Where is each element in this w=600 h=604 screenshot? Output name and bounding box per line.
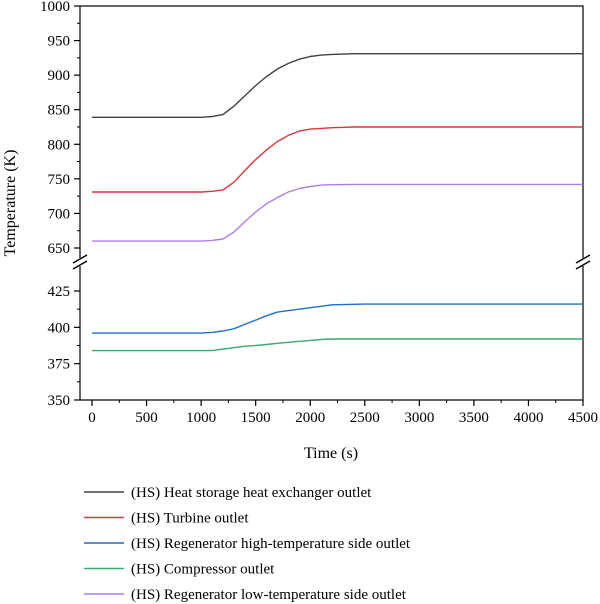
legend-label: (HS) Turbine outlet: [131, 511, 249, 527]
axis-ticks: 0 500 1000 1500 2000 2500 3000 3500 4000 4500 650 7…: [40, 0, 598, 426]
x-tick-label: 4000: [513, 410, 543, 426]
x-tick-label: 3000: [404, 410, 434, 426]
x-tick-label: 3500: [459, 410, 489, 426]
axis-break-gap: [577, 258, 589, 266]
y-tick-label: 400: [48, 320, 71, 336]
axis-break-gap: [74, 258, 86, 266]
y-tick-label: 750: [48, 172, 71, 188]
axis-break-slash: [72, 260, 88, 270]
y-tick-label: 375: [48, 357, 71, 373]
x-tick-label: 4500: [568, 410, 598, 426]
y-tick-label: 650: [48, 241, 71, 257]
y-tick-label: 350: [48, 393, 71, 409]
axis-break-slash: [72, 254, 88, 264]
y-tick-label: 1000: [40, 0, 70, 15]
legend-label: (HS) Regenerator low-temperature side ou…: [131, 587, 407, 603]
axis-break-marks: [72, 254, 591, 270]
x-tick-label: 2500: [350, 410, 380, 426]
y-tick-label: 850: [48, 103, 71, 119]
series-line: [92, 303, 583, 334]
y-tick-label: 700: [48, 206, 71, 222]
series-line: [92, 183, 583, 242]
y-tick-label: 425: [48, 284, 71, 300]
y-tick-label: 950: [48, 34, 71, 50]
series-line: [92, 126, 583, 193]
legend-label: (HS) Regenerator high-temperature side o…: [131, 536, 411, 552]
x-axis-title: Time (s): [304, 445, 358, 462]
y-tick-label: 800: [48, 137, 71, 153]
series-line: [92, 53, 583, 119]
series-lines: [92, 53, 583, 352]
y-tick-label: 900: [48, 68, 71, 84]
plot-frame: [79, 5, 584, 401]
axis-break-slash: [575, 260, 591, 270]
legend-label: (HS) Heat storage heat exchanger outlet: [131, 485, 372, 501]
legend: (HS) Heat storage heat exchanger outlet (…: [84, 485, 411, 603]
x-tick-label: 1000: [186, 410, 216, 426]
x-tick-label: 1500: [241, 410, 271, 426]
legend-label: (HS) Compressor outlet: [131, 562, 275, 578]
series-line: [92, 338, 583, 352]
y-axis-title: Temperature (K): [2, 150, 19, 257]
axis-break-slash: [575, 254, 591, 264]
x-tick-label: 0: [88, 410, 96, 426]
x-tick-label: 500: [135, 410, 158, 426]
x-tick-label: 2000: [295, 410, 325, 426]
